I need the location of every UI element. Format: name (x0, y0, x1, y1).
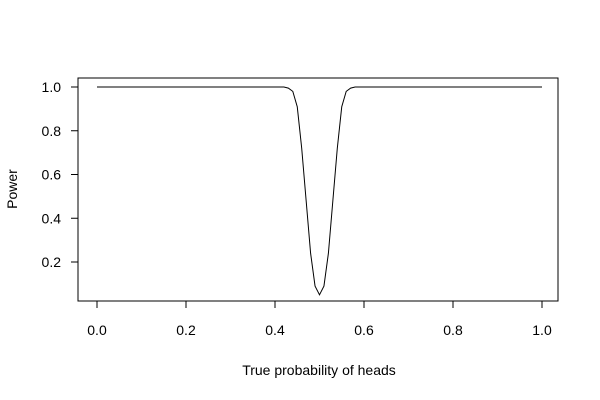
x-tick-label-5: 1.0 (532, 322, 552, 338)
y-axis-title: Power (4, 169, 20, 209)
plot-frame (77, 77, 559, 302)
x-tick-label-4: 0.8 (443, 322, 463, 338)
series-line-power (97, 86, 542, 296)
x-tick-label-3: 0.6 (354, 322, 374, 338)
y-tick-label-1: 0.4 (42, 210, 62, 226)
x-tick-label-2: 0.4 (265, 322, 285, 338)
x-axis-title: True probability of heads (242, 362, 396, 378)
y-axis: 0.2 0.4 0.6 0.8 1.0 (42, 79, 79, 270)
x-tick-label-1: 0.2 (176, 322, 196, 338)
y-tick-label-3: 0.8 (42, 123, 62, 139)
y-tick-label-2: 0.6 (42, 167, 62, 183)
y-tick-label-4: 1.0 (42, 79, 62, 95)
y-tick-label-0: 0.2 (42, 254, 62, 270)
x-axis: 0.0 0.2 0.4 0.6 0.8 1.0 (87, 300, 552, 338)
x-tick-label-0: 0.0 (87, 322, 107, 338)
